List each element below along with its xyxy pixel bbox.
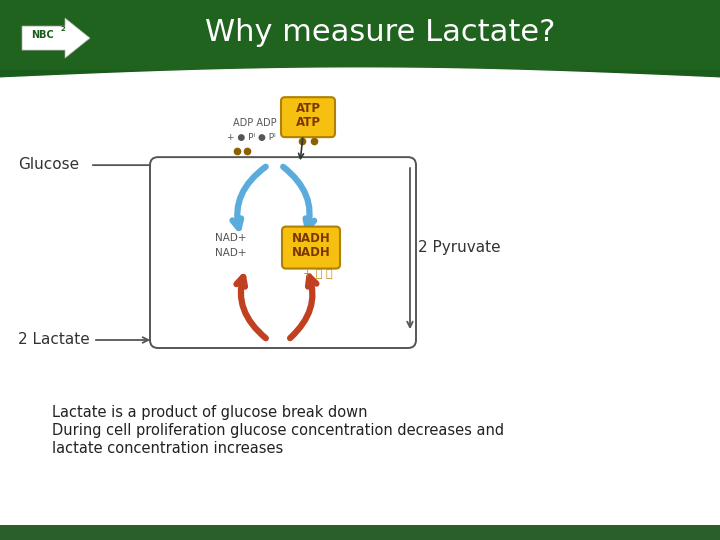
Text: 2 Lactate: 2 Lactate <box>18 332 90 347</box>
Text: NAD+: NAD+ <box>215 233 246 242</box>
Polygon shape <box>22 18 90 58</box>
FancyBboxPatch shape <box>281 97 335 137</box>
Polygon shape <box>0 0 720 90</box>
Text: lactate concentration increases: lactate concentration increases <box>52 441 283 456</box>
Text: Why measure Lactate?: Why measure Lactate? <box>204 18 555 46</box>
Text: + ● Pᴵ ● Pᴵ: + ● Pᴵ ● Pᴵ <box>227 133 276 141</box>
Text: NAD+: NAD+ <box>215 247 246 258</box>
Text: 2 Pyruvate: 2 Pyruvate <box>418 240 500 255</box>
Text: Glucose: Glucose <box>18 157 79 172</box>
Polygon shape <box>0 525 720 540</box>
Polygon shape <box>0 0 720 70</box>
Text: ADP ADP: ADP ADP <box>233 118 276 128</box>
Text: + Ⓗ Ⓗ: + Ⓗ Ⓗ <box>303 268 333 279</box>
Text: Lactate is a product of glucose break down: Lactate is a product of glucose break do… <box>52 405 367 420</box>
FancyBboxPatch shape <box>282 227 340 268</box>
Text: 2: 2 <box>60 26 66 32</box>
Text: ATP
ATP: ATP ATP <box>295 102 320 129</box>
Text: NBC: NBC <box>31 30 53 40</box>
Text: During cell proliferation glucose concentration decreases and: During cell proliferation glucose concen… <box>52 423 504 438</box>
Text: NADH
NADH: NADH NADH <box>292 232 330 259</box>
